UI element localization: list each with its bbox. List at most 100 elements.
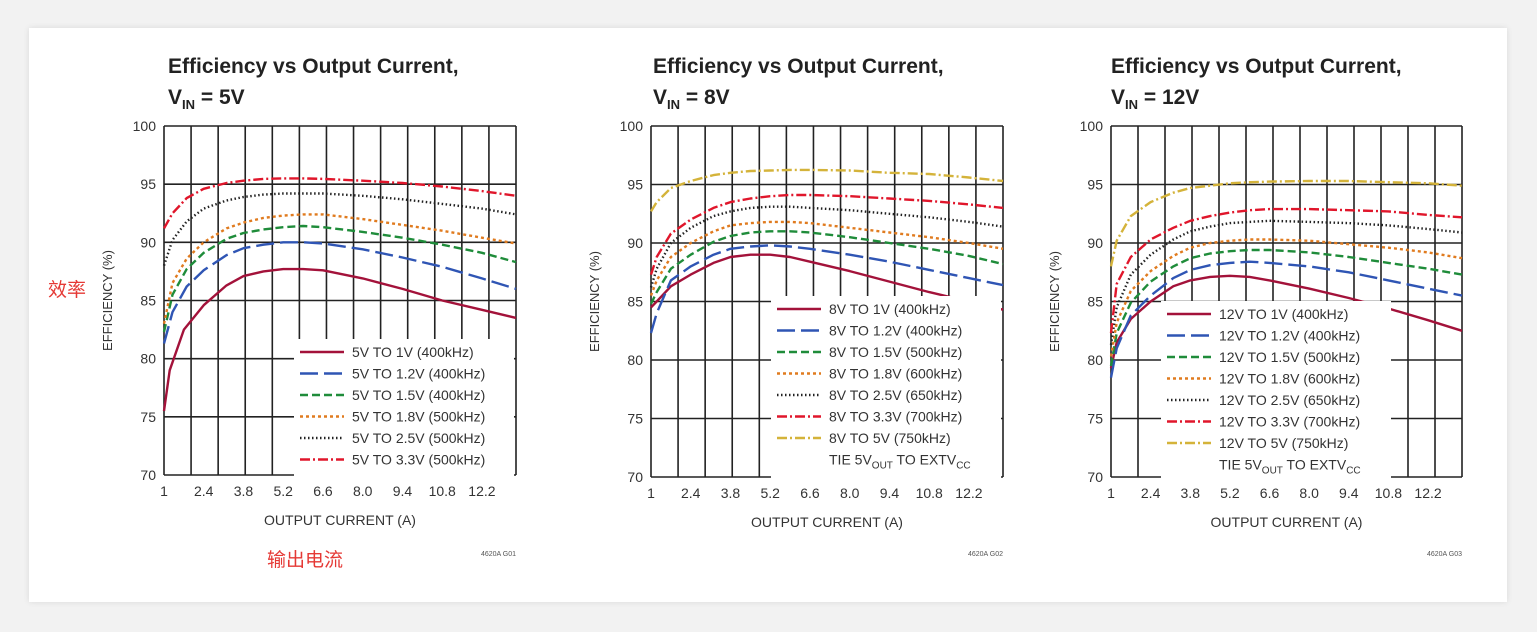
series-group xyxy=(162,177,517,412)
chart-panel-1: Efficiency vs Output Current, VIN = 5V 70 7… xyxy=(100,55,517,558)
y-tick-label: 100 xyxy=(133,118,157,134)
y-tick-label: 90 xyxy=(140,234,156,250)
figure-code: 4620A G03 xyxy=(1427,551,1462,558)
legend-label: 8V TO 3.3V (700kHz) xyxy=(829,409,962,425)
x-tick-label: 2.4 xyxy=(194,483,214,499)
legend-label: 12V TO 1.5V (500kHz) xyxy=(1219,349,1360,365)
y-tick-label: 80 xyxy=(140,351,156,367)
y-tick-label: 90 xyxy=(627,235,643,251)
y-tick-label: 95 xyxy=(627,177,643,193)
y-tick-label: 85 xyxy=(1087,294,1103,310)
series-line-6 xyxy=(649,193,1004,275)
x-tick-label: 8.0 xyxy=(353,483,373,499)
series-line-5 xyxy=(649,205,1004,288)
legend-label: 12V TO 5V (750kHz) xyxy=(1219,435,1348,451)
x-tick-label: 8.0 xyxy=(840,485,860,501)
series-line-4 xyxy=(1109,238,1463,357)
x-tick-label: 12.2 xyxy=(468,483,495,499)
chart-title: Efficiency vs Output Current, xyxy=(653,55,944,78)
x-tick-label: 2.4 xyxy=(681,485,701,501)
y-tick-label: 75 xyxy=(140,409,156,425)
x-tick-label: 9.4 xyxy=(393,483,413,499)
legend-label: 12V TO 1.2V (400kHz) xyxy=(1219,328,1360,344)
legend-label: 5V TO 2.5V (500kHz) xyxy=(352,430,485,446)
chart-subtitle: VIN = 12V xyxy=(1111,86,1199,112)
x-axis-label: OUTPUT CURRENT (A) xyxy=(1211,514,1363,530)
legend-label: 5V TO 1.2V (400kHz) xyxy=(352,366,485,382)
x-tick-label: 3.8 xyxy=(721,485,741,501)
y-axis-label: EFFICIENCY (%) xyxy=(1047,251,1062,352)
y-tick-label: 85 xyxy=(627,294,643,310)
x-axis-label: OUTPUT CURRENT (A) xyxy=(751,514,903,530)
x-tick-label: 2.4 xyxy=(1141,485,1161,501)
x-tick-label: 9.4 xyxy=(1339,485,1359,501)
y-tick-label: 85 xyxy=(140,293,156,309)
x-tick-label: 3.8 xyxy=(1181,485,1201,501)
legend-label: 5V TO 1V (400kHz) xyxy=(352,344,474,360)
x-tick-label: 3.8 xyxy=(234,483,254,499)
legend-label: 12V TO 2.5V (650kHz) xyxy=(1219,392,1360,408)
x-tick-label: 1 xyxy=(1107,485,1115,501)
y-tick-label: 75 xyxy=(627,411,643,427)
chart-panel-2: Efficiency vs Output Current, VIN = 8V 70 7… xyxy=(587,55,1004,558)
annotation-efficiency: 效率 xyxy=(48,279,86,301)
series-line-7 xyxy=(1109,179,1463,267)
legend-label: 5V TO 1.8V (500kHz) xyxy=(352,409,485,425)
y-axis-label: EFFICIENCY (%) xyxy=(100,250,115,351)
chart-subtitle: VIN = 5V xyxy=(168,86,245,112)
x-axis-label: OUTPUT CURRENT (A) xyxy=(264,512,416,528)
x-tick-label: 6.6 xyxy=(1260,485,1280,501)
figure-code: 4620A G01 xyxy=(481,551,516,558)
x-tick-label: 10.8 xyxy=(916,485,943,501)
x-tick-label: 10.8 xyxy=(1375,485,1402,501)
x-tick-label: 5.2 xyxy=(760,485,780,501)
legend-box xyxy=(1161,301,1391,483)
legend-label: 8V TO 1.8V (600kHz) xyxy=(829,366,962,382)
x-tick-label: 1 xyxy=(647,485,655,501)
legend-footnote: TIE 5VOUT TO EXTVCC xyxy=(829,452,971,472)
y-tick-label: 95 xyxy=(1087,177,1103,193)
x-tick-label: 6.6 xyxy=(800,485,820,501)
legend-label: 12V TO 1.8V (600kHz) xyxy=(1219,371,1360,387)
series-line-4 xyxy=(649,220,1004,297)
series-line-6 xyxy=(162,177,517,229)
y-tick-label: 70 xyxy=(627,469,643,485)
y-tick-label: 100 xyxy=(620,118,644,134)
x-tick-label: 5.2 xyxy=(1220,485,1240,501)
y-tick-label: 70 xyxy=(140,467,156,483)
x-tick-label: 6.6 xyxy=(313,483,333,499)
legend-box xyxy=(771,296,1001,478)
x-tick-label: 12.2 xyxy=(955,485,982,501)
chart-title: Efficiency vs Output Current, xyxy=(168,55,459,78)
y-tick-label: 75 xyxy=(1087,411,1103,427)
series-line-1 xyxy=(650,253,1004,311)
legend: 8V TO 1V (400kHz) 8V TO 1.2V (400kHz) 8V T… xyxy=(771,296,1001,478)
x-tick-label: 9.4 xyxy=(880,485,900,501)
legend-footnote: TIE 5VOUT TO EXTVCC xyxy=(1219,457,1361,477)
x-tick-label: 10.8 xyxy=(429,483,456,499)
y-tick-label: 80 xyxy=(627,352,643,368)
legend-label: 8V TO 1V (400kHz) xyxy=(829,301,951,317)
x-tick-label: 1 xyxy=(160,483,168,499)
legend: 5V TO 1V (400kHz) 5V TO 1.2V (400kHz) 5V T… xyxy=(294,339,514,478)
series-line-7 xyxy=(649,168,1004,213)
series-line-3 xyxy=(649,230,1004,305)
chart-panel-3: Efficiency vs Output Current, VIN = 12V 70… xyxy=(1047,55,1463,558)
x-tick-label: 12.2 xyxy=(1414,485,1441,501)
y-tick-label: 95 xyxy=(140,176,156,192)
y-tick-label: 70 xyxy=(1087,469,1103,485)
legend-label: 8V TO 5V (750kHz) xyxy=(829,430,951,446)
legend-label: 8V TO 2.5V (650kHz) xyxy=(829,387,962,403)
series-line-5 xyxy=(1109,219,1463,345)
series-line-3 xyxy=(1109,248,1463,367)
y-axis-label: EFFICIENCY (%) xyxy=(587,251,602,352)
figure-code: 4620A G02 xyxy=(968,551,1003,558)
y-tick-label: 90 xyxy=(1087,235,1103,251)
series-line-5 xyxy=(162,192,517,266)
legend-label: 5V TO 1.5V (400kHz) xyxy=(352,387,485,403)
series-group xyxy=(649,168,1004,334)
legend: 12V TO 1V (400kHz) 12V TO 1.2V (400kHz) 12… xyxy=(1161,301,1391,483)
legend-label: 8V TO 1.2V (400kHz) xyxy=(829,323,962,339)
series-line-1 xyxy=(162,267,517,412)
